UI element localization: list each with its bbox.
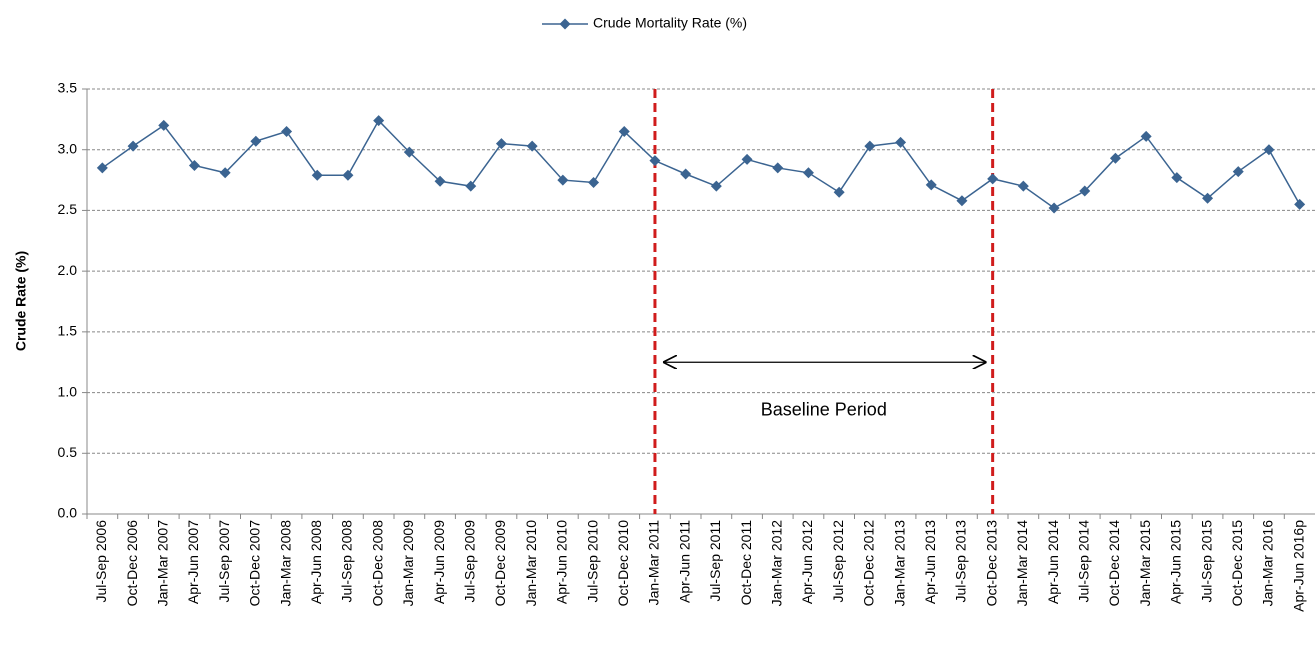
data-point [434,175,446,187]
data-point [526,140,538,152]
x-tick-label: Apr-Jun 2009 [431,520,447,604]
x-tick-label: Jan-Mar 2013 [891,520,907,607]
x-tick-label: Apr-Jun 2016p [1290,520,1306,612]
x-tick-label: Jan-Mar 2010 [523,520,539,607]
x-tick-label: Oct-Dec 2015 [1229,520,1245,607]
y-axis-label: Crude Rate (%) [13,251,29,351]
x-tick-label: Oct-Dec 2012 [861,520,877,607]
data-point [1048,202,1060,214]
data-point [1079,185,1091,197]
x-tick-label: Apr-Jun 2013 [922,520,938,604]
data-point [219,167,231,179]
y-tick-label: 1.0 [58,383,78,399]
x-tick-label: Apr-Jun 2015 [1168,520,1184,604]
data-point [925,179,937,191]
x-tick-label: Jan-Mar 2011 [646,520,662,606]
data-point [311,169,323,181]
x-tick-label: Apr-Jun 2008 [308,520,324,604]
x-tick-label: Jul-Sep 2013 [953,520,969,603]
y-tick-label: 1.5 [58,323,78,339]
data-point [188,160,200,171]
data-point [465,180,477,192]
series-line [101,119,1301,209]
x-tick-label: Jan-Mar 2012 [768,520,784,607]
x-tick-label: Jul-Sep 2010 [584,520,600,603]
x-tick-label: Apr-Jun 2014 [1045,520,1061,604]
data-point [741,153,753,165]
x-tick-label: Jul-Sep 2007 [216,520,232,603]
x-tick-label: Jul-Sep 2015 [1198,520,1214,603]
y-tick-label: 3.5 [58,80,78,96]
x-tick-label: Oct-Dec 2013 [983,520,999,607]
y-tick-label: 0.5 [58,444,78,460]
x-tick-label: Jul-Sep 2011 [707,520,723,602]
data-point [864,140,876,152]
data-point [618,126,630,137]
x-tick-label: Oct-Dec 2006 [124,520,140,607]
legend-label: Crude Mortality Rate (%) [593,15,747,31]
x-tick-label: Jul-Sep 2014 [1075,520,1091,603]
data-point [802,167,814,179]
data-point [833,186,845,198]
x-tick-label: Jul-Sep 2008 [339,520,355,603]
x-tick-label: Jan-Mar 2014 [1014,520,1030,607]
data-point [281,126,293,137]
data-point [373,115,385,127]
data-point [403,146,415,158]
baseline-label: Baseline Period [761,400,887,420]
y-tick-label: 2.5 [58,201,78,217]
x-tick-label: Apr-Jun 2010 [554,520,570,604]
data-point [96,162,108,174]
data-point [1017,180,1029,192]
data-point [1263,144,1275,156]
data-point [987,173,999,185]
x-tick-label: Jul-Sep 2012 [830,520,846,603]
data-point [127,140,139,152]
y-tick-label: 0.0 [58,505,78,521]
data-point [1202,192,1214,204]
data-point [772,162,784,174]
y-tick-label: 2.0 [58,262,78,278]
data-point [1294,198,1306,210]
data-point [649,155,661,167]
data-point [250,135,262,147]
x-tick-label: Jan-Mar 2016 [1260,520,1276,607]
x-tick-label: Oct-Dec 2011 [738,520,754,606]
data-point [557,174,569,186]
data-point [680,168,692,180]
x-tick-label: Jan-Mar 2007 [154,520,170,607]
x-tick-label: Jul-Sep 2009 [461,520,477,603]
x-tick-label: Oct-Dec 2008 [369,520,385,607]
data-point [495,138,507,150]
data-point [342,169,354,181]
data-point [956,195,968,207]
data-point [1232,166,1244,178]
data-point [895,136,907,148]
x-tick-label: Apr-Jun 2012 [799,520,815,604]
x-tick-label: Apr-Jun 2007 [185,520,201,604]
data-point [1109,152,1121,164]
data-point [1171,172,1183,184]
y-tick-label: 3.0 [58,140,78,156]
x-tick-label: Oct-Dec 2009 [492,520,508,607]
x-tick-label: Oct-Dec 2014 [1106,520,1122,607]
x-tick-label: Jan-Mar 2009 [400,520,416,607]
x-tick-label: Oct-Dec 2007 [247,520,263,607]
legend-marker [559,18,571,30]
x-tick-label: Jan-Mar 2008 [277,520,293,607]
data-point [710,180,722,192]
data-point [158,119,170,131]
data-point [1140,130,1152,142]
data-point [588,177,600,188]
x-tick-label: Jan-Mar 2015 [1137,520,1153,607]
x-tick-label: Jul-Sep 2006 [93,520,109,603]
x-tick-label: Oct-Dec 2010 [615,520,631,607]
x-tick-label: Apr-Jun 2011 [676,520,692,603]
